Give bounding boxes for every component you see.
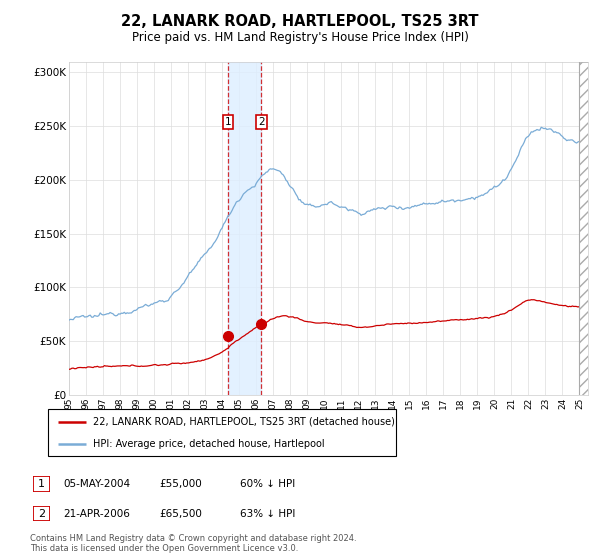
Bar xyxy=(580,62,589,395)
FancyBboxPatch shape xyxy=(33,476,50,492)
Text: 21-APR-2006: 21-APR-2006 xyxy=(63,509,130,519)
Text: 2: 2 xyxy=(258,117,265,127)
Text: 60% ↓ HPI: 60% ↓ HPI xyxy=(240,479,295,489)
FancyBboxPatch shape xyxy=(48,409,396,456)
Text: 1: 1 xyxy=(38,479,45,489)
Text: £65,500: £65,500 xyxy=(159,509,202,519)
Text: 2: 2 xyxy=(38,508,45,519)
Text: 05-MAY-2004: 05-MAY-2004 xyxy=(63,479,130,489)
Bar xyxy=(228,62,262,395)
FancyBboxPatch shape xyxy=(33,506,50,521)
Text: 22, LANARK ROAD, HARTLEPOOL, TS25 3RT: 22, LANARK ROAD, HARTLEPOOL, TS25 3RT xyxy=(121,14,479,29)
Text: £55,000: £55,000 xyxy=(159,479,202,489)
Text: Price paid vs. HM Land Registry's House Price Index (HPI): Price paid vs. HM Land Registry's House … xyxy=(131,31,469,44)
Text: 63% ↓ HPI: 63% ↓ HPI xyxy=(240,509,295,519)
Text: 22, LANARK ROAD, HARTLEPOOL, TS25 3RT (detached house): 22, LANARK ROAD, HARTLEPOOL, TS25 3RT (d… xyxy=(93,417,395,427)
Text: 1: 1 xyxy=(225,117,232,127)
Text: Contains HM Land Registry data © Crown copyright and database right 2024.
This d: Contains HM Land Registry data © Crown c… xyxy=(30,534,356,553)
Text: HPI: Average price, detached house, Hartlepool: HPI: Average price, detached house, Hart… xyxy=(93,438,325,449)
